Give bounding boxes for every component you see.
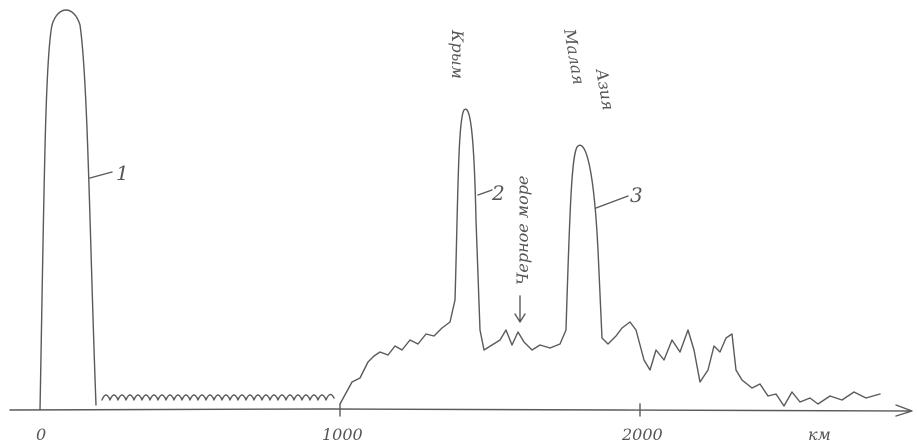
annotation: Азия (592, 66, 618, 111)
peak-1 (39, 9, 97, 411)
annotation: Малая (560, 26, 589, 86)
annotation: Черное море (513, 176, 532, 285)
axis-tick-label: 0 (36, 425, 46, 444)
profile-plain (101, 393, 335, 401)
axis-tick-label: 2000 (621, 425, 663, 444)
arrow (514, 295, 526, 323)
axis-tick-label: 1000 (322, 425, 363, 444)
pointer (477, 189, 493, 196)
peak-label: 3 (630, 183, 643, 207)
annotation: Крым (448, 29, 467, 79)
profile-main (339, 108, 881, 407)
pointer (89, 171, 113, 179)
axis-unit: км (808, 425, 831, 444)
axis-line (9, 408, 911, 412)
axis-arrow (895, 404, 913, 417)
pointer (595, 195, 629, 209)
peak-label: 2 (491, 181, 505, 205)
peak-label: 1 (116, 161, 129, 185)
